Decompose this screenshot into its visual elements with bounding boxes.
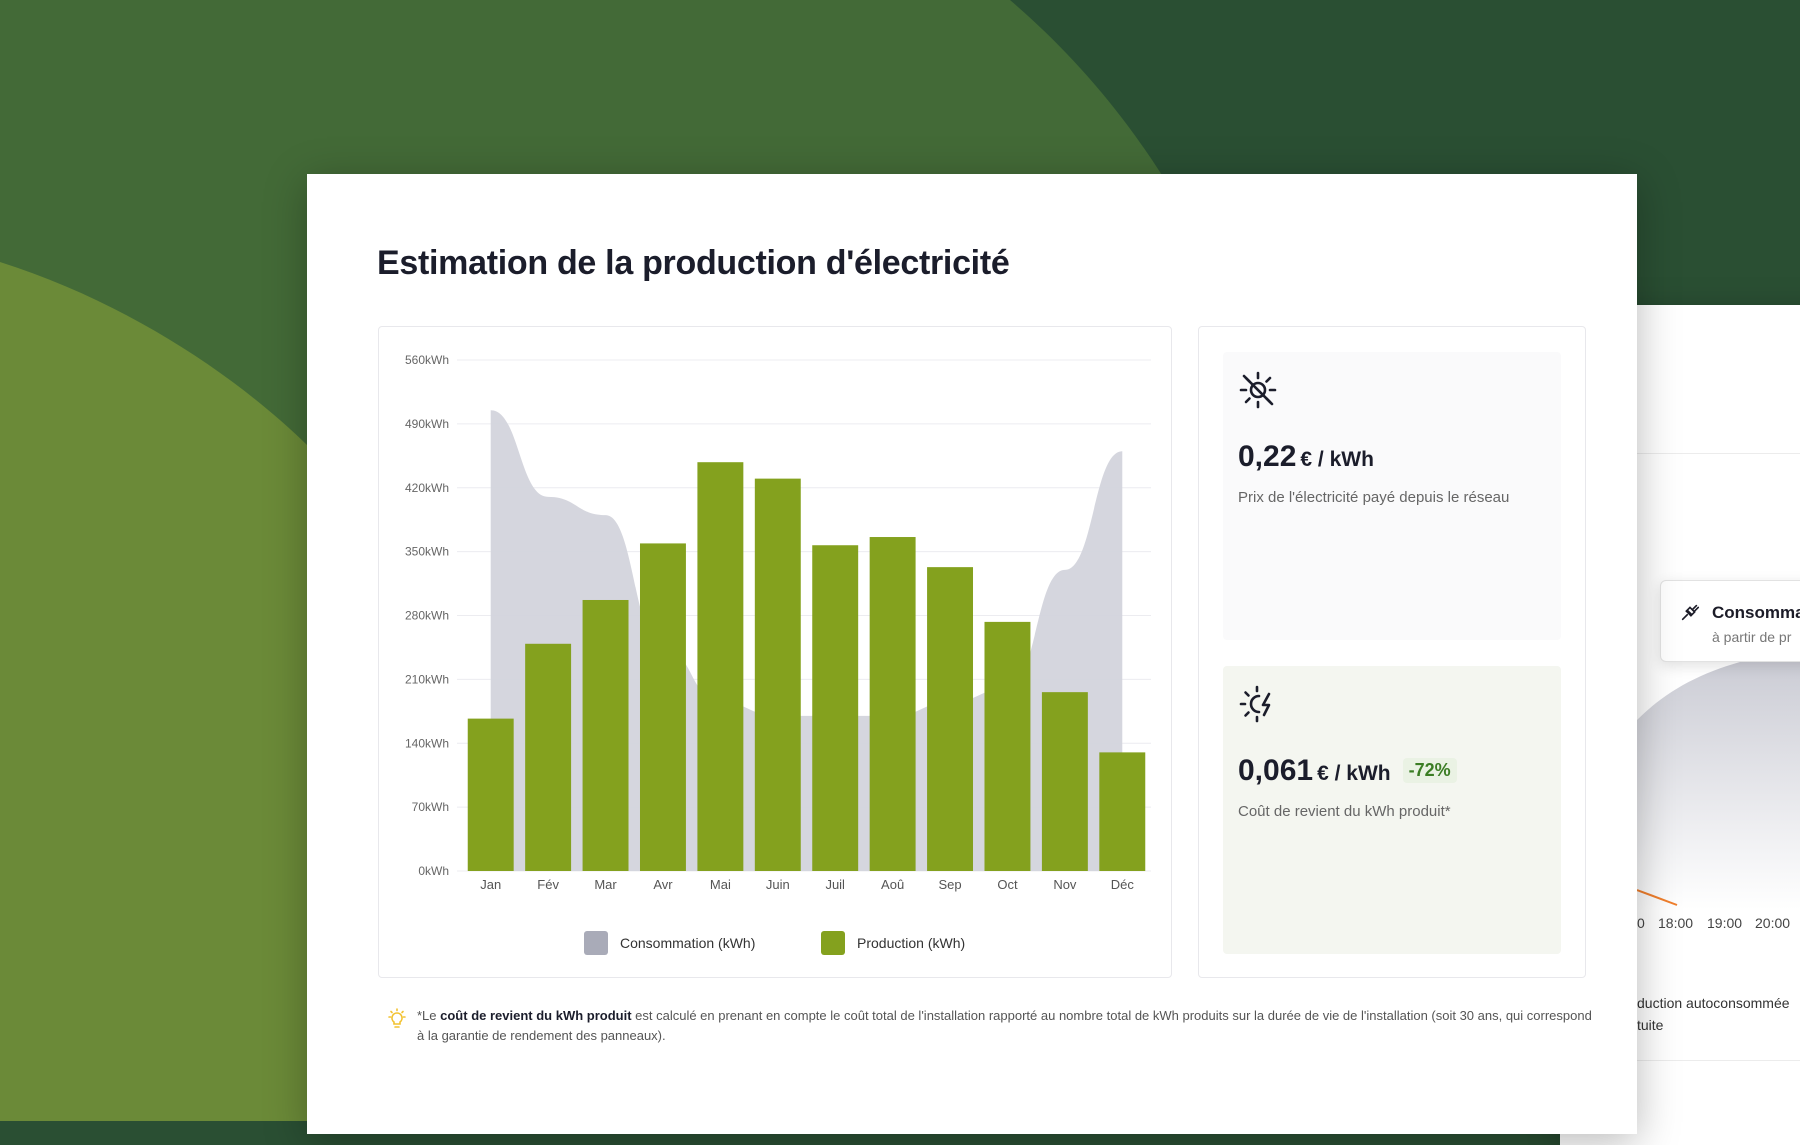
x-tick-label: Aoû — [881, 877, 904, 892]
grid-price-number: 0,22 — [1238, 440, 1297, 473]
footnote-text: *Le coût de revient du kWh produit est c… — [417, 1006, 1597, 1046]
x-tick-label: Sep — [938, 877, 961, 892]
background-text: tuite — [1637, 1017, 1664, 1033]
stats-panel: 0,22 € / kWh Prix de l'électricité payé d… — [1198, 326, 1586, 978]
monthly-production-chart: 0kWh 70kWh 140kWh 210kWh 280kWh 350kWh 420kWh 4… — [405, 353, 1151, 892]
grid-price-description: Prix de l'électricité payé depuis le rés… — [1238, 489, 1510, 506]
production-cost-value: 0,061 € / kWh -72% — [1238, 754, 1457, 788]
production-cost-description: Coût de revient du kWh produit* — [1238, 803, 1451, 820]
production-cost-box: 0,061 € / kWh -72% Coût de revient du kWh … — [1223, 666, 1561, 954]
background-chart-fragment — [1637, 660, 1800, 910]
legend-label-production: Production (kWh) — [857, 935, 966, 951]
y-tick-label: 490kWh — [405, 417, 449, 431]
x-tick-label: Mar — [594, 877, 617, 892]
production-bar — [927, 567, 974, 871]
x-tick-label: Fév — [537, 877, 559, 892]
production-estimate-card: Estimation de la production d'électricit… — [307, 174, 1637, 1134]
x-tick-label: Mai — [710, 877, 731, 892]
x-tick-label: Jan — [480, 877, 501, 892]
legend-label-consumption: Consommation (kWh) — [620, 935, 756, 951]
y-tick-label: 210kWh — [405, 672, 449, 686]
solar-bolt-icon — [1239, 685, 1271, 723]
footnote-bold: coût de revient du kWh produit — [440, 1008, 632, 1023]
chart-legend: Consommation (kWh) Production (kWh) — [379, 931, 1171, 955]
sun-off-icon — [1239, 371, 1277, 409]
production-bar — [582, 599, 629, 871]
production-bar — [1041, 692, 1088, 871]
footnote-rest: est calculé en prenant en compte le coût… — [417, 1008, 1592, 1043]
production-bar — [812, 545, 859, 871]
y-tick-label: 140kWh — [405, 736, 449, 750]
production-cost-unit: € / kWh — [1317, 762, 1391, 785]
grid-price-box: 0,22 € / kWh Prix de l'électricité payé d… — [1223, 352, 1561, 640]
x-tick-label: Juil — [825, 877, 845, 892]
y-tick-label: 420kWh — [405, 481, 449, 495]
production-bar — [697, 462, 744, 871]
grid-price-value: 0,22 € / kWh — [1238, 440, 1374, 474]
background-tick: 18:00 — [1658, 915, 1694, 931]
legend-item-consumption[interactable]: Consommation (kWh) — [584, 931, 755, 955]
production-cost-number: 0,061 — [1238, 754, 1314, 787]
x-tick-label: Oct — [997, 877, 1018, 892]
production-bar — [525, 643, 572, 871]
plug-icon — [1681, 604, 1700, 621]
chart-panel: 0kWh 70kWh 140kWh 210kWh 280kWh 350kWh 420kWh 4… — [378, 326, 1172, 978]
background-text: duction autoconsommée — [1637, 995, 1790, 1011]
legend-item-production[interactable]: Production (kWh) — [821, 931, 965, 955]
background-tooltip-title: Consommat — [1712, 603, 1800, 622]
grid-price-unit: € / kWh — [1300, 448, 1374, 471]
background-tooltip-subtitle: à partir de pr — [1712, 629, 1792, 645]
y-tick-label: 70kWh — [412, 800, 449, 814]
production-bar — [467, 718, 514, 871]
card-title: Estimation de la production d'électricit… — [377, 244, 1010, 282]
lightbulb-icon — [388, 1008, 406, 1028]
x-tick-label: Nov — [1053, 877, 1077, 892]
y-tick-label: 0kWh — [418, 864, 449, 878]
background-tick: 0 — [1637, 915, 1645, 931]
background-tick: 20:00 — [1755, 915, 1791, 931]
production-bar — [639, 543, 686, 871]
production-bar — [984, 621, 1031, 871]
y-tick-label: 560kWh — [405, 353, 449, 367]
production-bar — [754, 478, 801, 871]
x-tick-label: Déc — [1111, 877, 1135, 892]
legend-swatch-consumption — [584, 931, 608, 955]
background-tooltip: Consommat à partir de pr — [1660, 580, 1800, 662]
savings-badge: -72% — [1402, 758, 1457, 783]
background-tick: 19:00 — [1707, 915, 1743, 931]
x-tick-label: Avr — [653, 877, 673, 892]
y-tick-label: 350kWh — [405, 545, 449, 559]
production-bar — [869, 537, 916, 871]
x-tick-label: Juin — [766, 877, 790, 892]
production-bar — [1099, 752, 1146, 871]
footnote-prefix: *Le — [417, 1008, 441, 1023]
legend-swatch-production — [821, 931, 845, 955]
y-tick-label: 280kWh — [405, 609, 449, 623]
